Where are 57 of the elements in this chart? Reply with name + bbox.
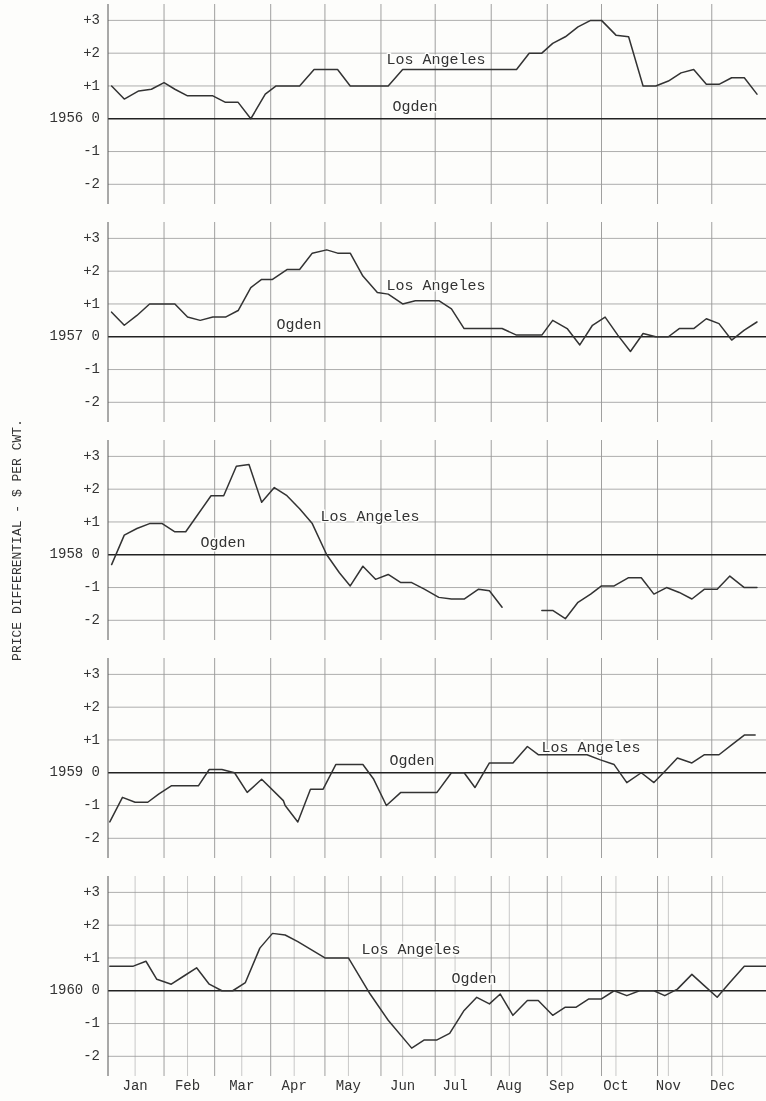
y-tick-label: -2 — [83, 394, 100, 411]
y-tick-label: 1957 0 — [49, 328, 100, 345]
x-tick-label: Nov — [655, 1078, 681, 1094]
y-tick-label: +2 — [83, 262, 100, 279]
annotation: Ogden — [392, 98, 438, 116]
y-tick-label: -1 — [83, 579, 100, 596]
y-tick-label: -2 — [83, 612, 100, 629]
x-tick-label: Sep — [549, 1078, 575, 1094]
x-tick-label: Apr — [281, 1078, 307, 1094]
y-tick-label: +3 — [83, 12, 100, 29]
y-axis-title: PRICE DIFFERENTIAL - $ PER CWT. — [10, 419, 26, 661]
y-tick-label: 1958 0 — [49, 546, 100, 563]
y-tick-label: +3 — [83, 230, 100, 247]
y-tick-label: +2 — [83, 44, 100, 61]
y-tick-label: -2 — [83, 176, 100, 193]
annotation: Los Angeles — [386, 277, 486, 295]
annotation: Ogden — [451, 970, 497, 988]
y-tick-label: +1 — [83, 295, 100, 312]
x-tick-label: Mar — [229, 1078, 255, 1094]
y-tick-label: 1960 0 — [49, 982, 100, 999]
x-tick-label: Jan — [122, 1078, 148, 1094]
line-series — [109, 734, 756, 823]
y-tick-label: +2 — [83, 698, 100, 715]
y-tick-label: +3 — [83, 666, 100, 683]
y-tick-label: -1 — [83, 361, 100, 378]
x-tick-label: Oct — [603, 1078, 629, 1094]
annotation: Los Angeles — [361, 941, 461, 959]
x-tick-label: Jul — [442, 1078, 468, 1094]
y-tick-label: +3 — [83, 448, 100, 465]
x-tick-label: Dec — [710, 1078, 736, 1094]
annotation: Los Angeles — [541, 739, 641, 757]
annotation: Los Angeles — [386, 51, 486, 69]
y-tick-label: +3 — [83, 884, 100, 901]
annotation: Ogden — [389, 752, 435, 770]
line-series — [110, 249, 758, 353]
y-tick-label: -1 — [83, 1015, 100, 1032]
annotation: Los Angeles — [320, 508, 420, 526]
y-tick-label: 1956 0 — [49, 110, 100, 127]
y-tick-label: -1 — [83, 797, 100, 814]
y-tick-label: +2 — [83, 916, 100, 933]
line-series — [110, 19, 758, 120]
y-tick-label: +1 — [83, 949, 100, 966]
y-tick-label: -2 — [83, 1048, 100, 1065]
annotation: Ogden — [276, 316, 322, 334]
y-tick-label: -2 — [83, 830, 100, 847]
y-tick-label: +1 — [83, 731, 100, 748]
y-tick-label: +2 — [83, 480, 100, 497]
annotation: Ogden — [200, 534, 246, 552]
line-series — [109, 932, 766, 1049]
y-tick-label: -1 — [83, 143, 100, 160]
x-tick-label: Aug — [496, 1078, 522, 1094]
x-tick-label: Feb — [174, 1078, 201, 1094]
y-tick-label: +1 — [83, 513, 100, 530]
y-tick-label: +1 — [83, 77, 100, 94]
x-tick-label: May — [335, 1078, 362, 1094]
y-tick-label: 1959 0 — [49, 764, 100, 781]
x-tick-label: Jun — [390, 1078, 416, 1094]
